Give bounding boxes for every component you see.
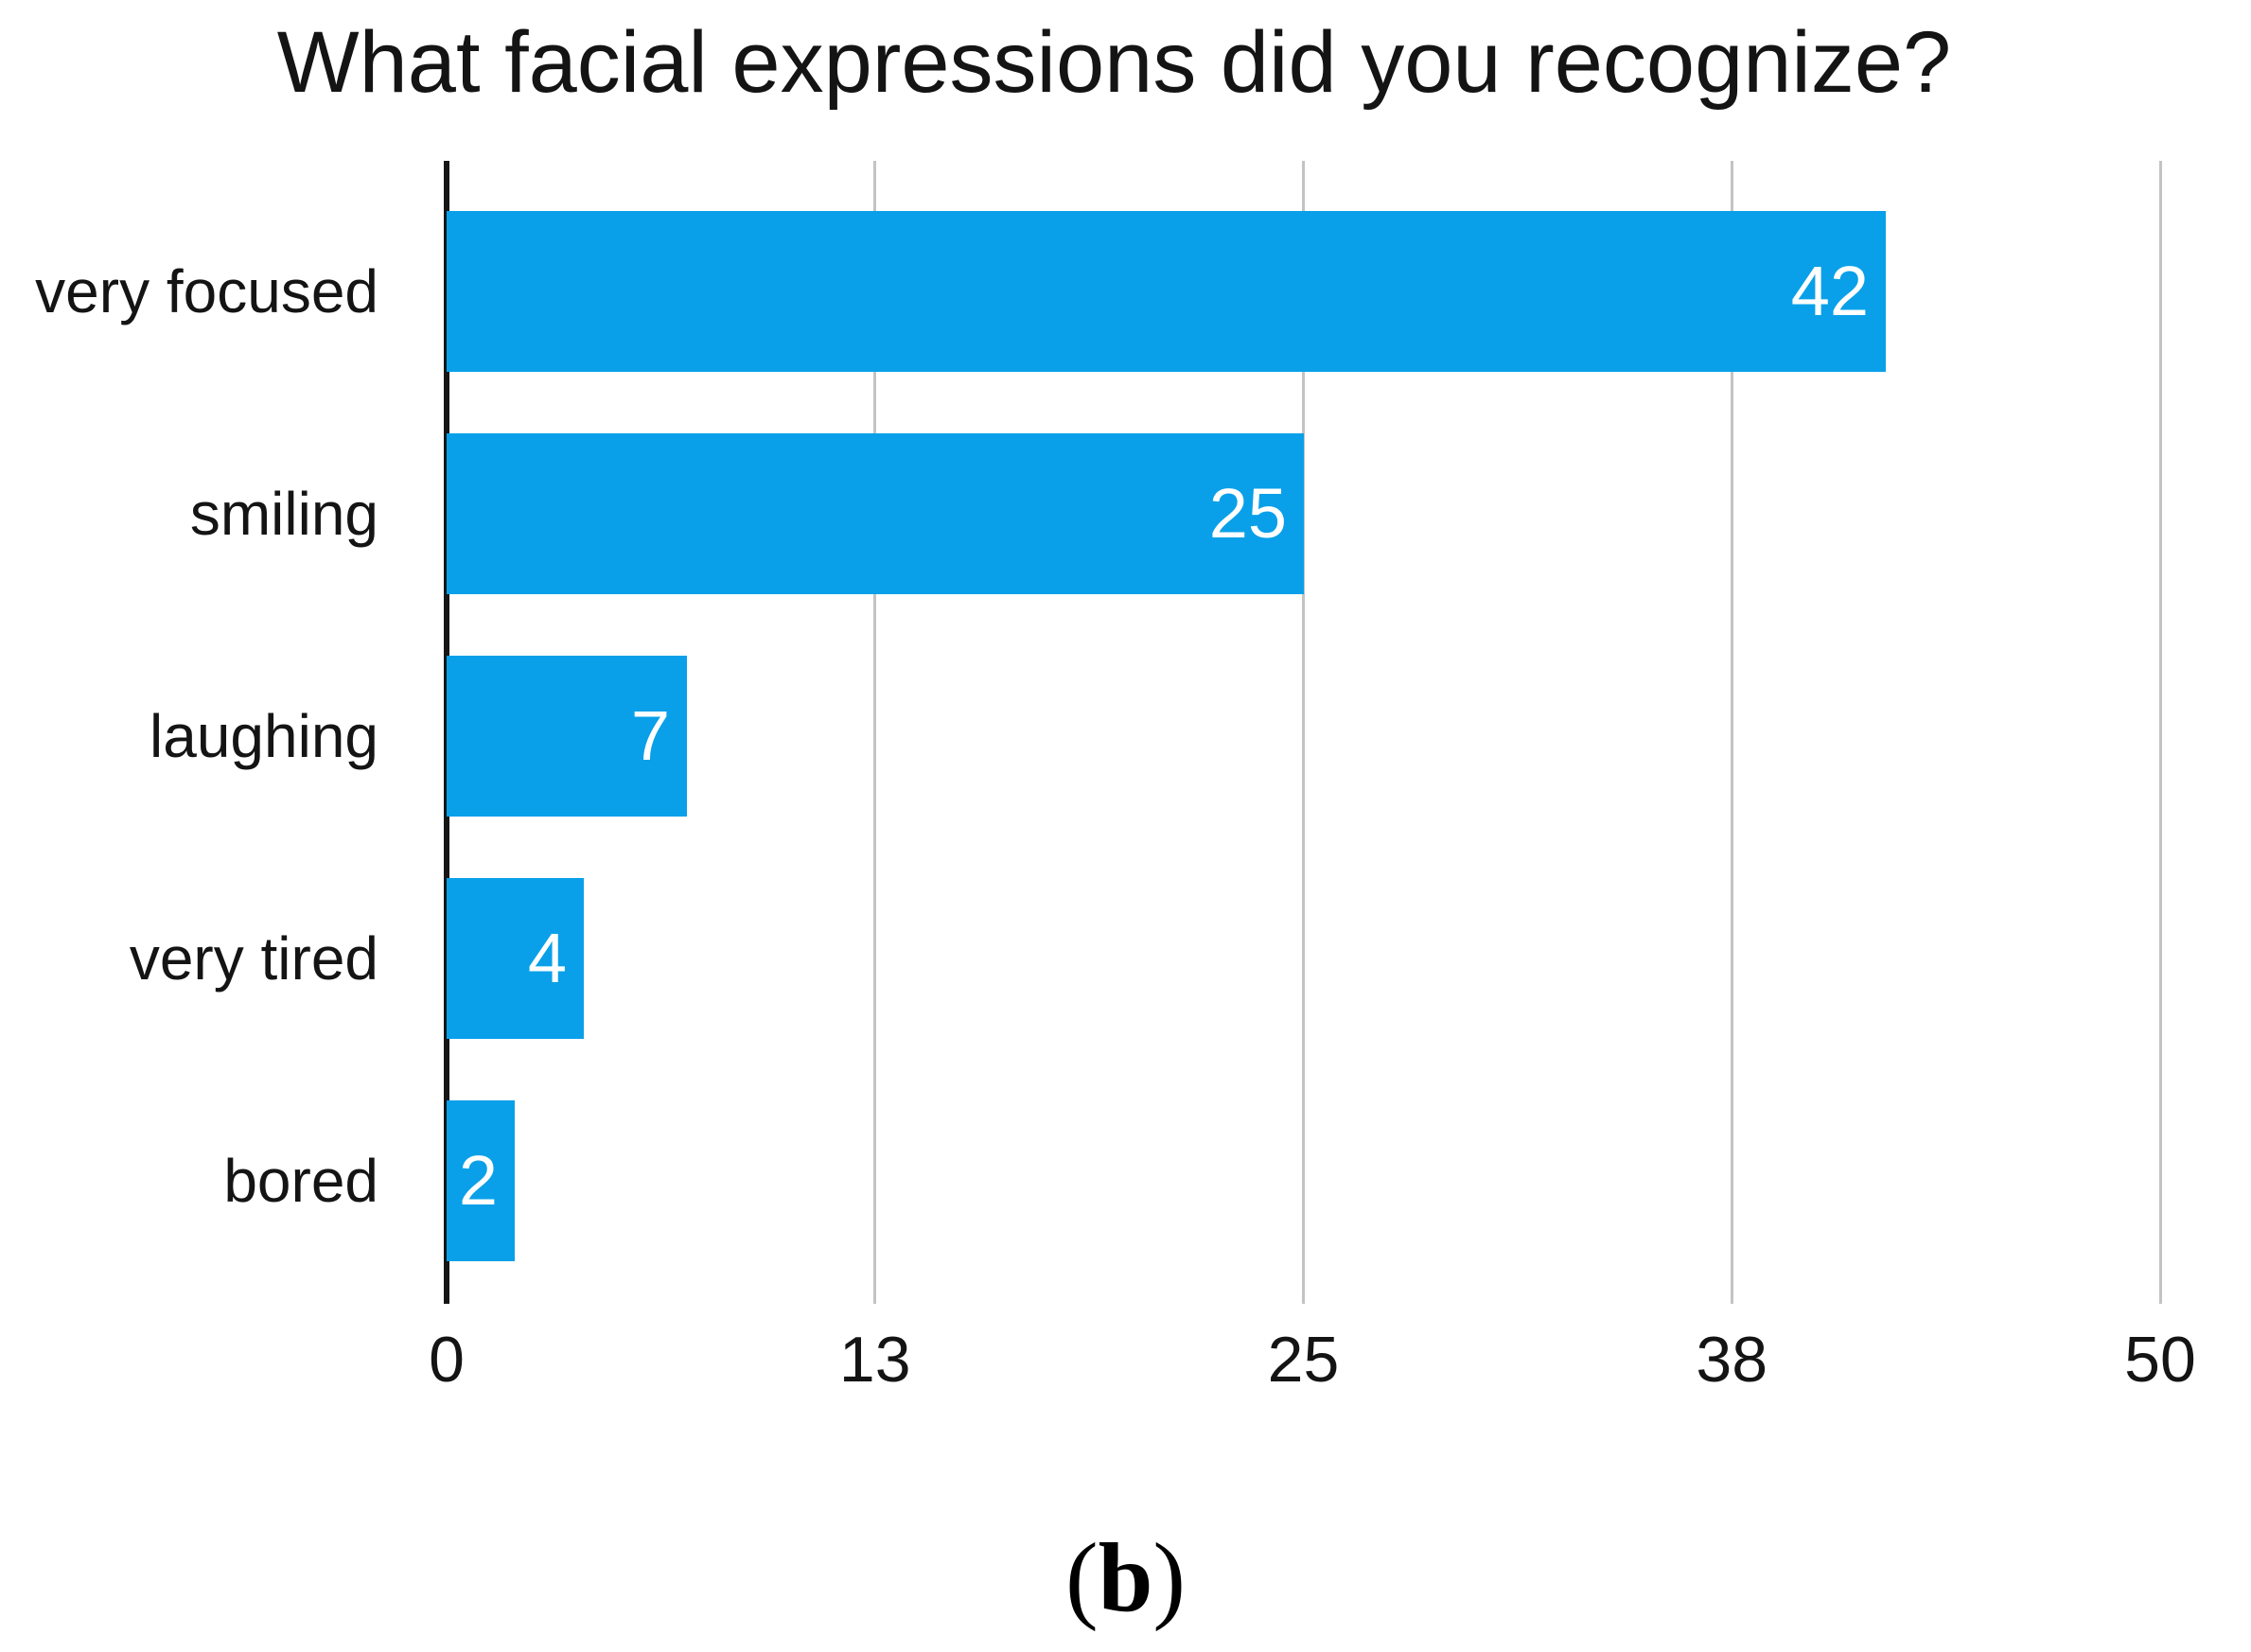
x-tick-label-13: 13 [838,1324,911,1396]
x-tick-label-25: 25 [1267,1324,1340,1396]
x-tick-label-0: 0 [429,1324,465,1396]
category-label-laughing: laughing [149,702,378,770]
category-label-smiling: smiling [189,480,378,548]
category-label-bored: bored [223,1147,378,1215]
chart-title: What facial expressions did you recogniz… [276,14,1952,111]
bar-very-tired: 4 [447,878,584,1039]
gridline-25 [1302,161,1305,1304]
bar-value-label-smiling: 25 [1208,474,1287,553]
plot-area: 42 25 7 4 2 [444,161,2162,1304]
caption-close-paren: ) [1152,1523,1187,1632]
x-tick-label-50: 50 [2124,1324,2196,1396]
bar-value-label-very-focused: 42 [1790,252,1869,330]
figure-caption: (b) [0,1521,2251,1634]
bar-laughing: 7 [447,656,687,817]
gridline-13 [873,161,877,1304]
gridline-38 [1730,161,1733,1304]
bar-smiling: 25 [447,433,1304,594]
x-tick-label-38: 38 [1696,1324,1768,1396]
caption-open-paren: ( [1064,1523,1099,1632]
category-label-very-tired: very tired [129,924,378,993]
bar-value-label-laughing: 7 [630,696,670,775]
caption-letter: b [1098,1523,1153,1632]
bar-value-label-very-tired: 4 [527,919,567,997]
bar-value-label-bored: 2 [458,1141,498,1220]
bar-bored: 2 [447,1100,515,1261]
gridline-50 [2158,161,2162,1304]
category-label-very-focused: very focused [35,257,378,325]
bar-very-focused: 42 [447,211,1886,372]
